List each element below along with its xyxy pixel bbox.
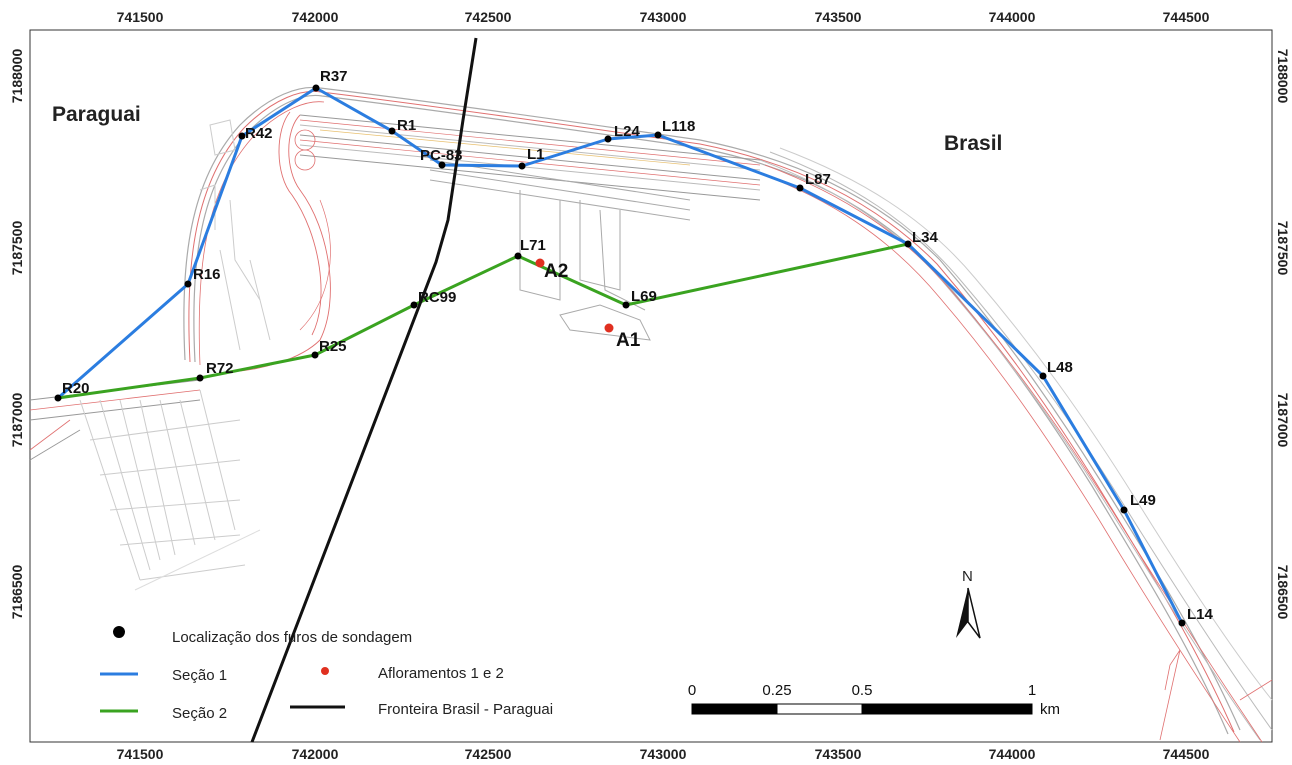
x-axis-bottom: 741500 742000 742500 743000 743500 74400… <box>117 746 1210 762</box>
point-label: R16 <box>193 266 221 283</box>
country-label-brasil: Brasil <box>944 132 1002 155</box>
point-label: R72 <box>206 360 234 377</box>
borehole-point <box>514 252 522 260</box>
borehole-point <box>622 301 630 309</box>
borehole-point <box>54 394 62 402</box>
point-label: L118 <box>662 118 695 135</box>
borehole-point <box>796 184 804 192</box>
x-tick-label: 744500 <box>1163 746 1210 762</box>
borehole-point <box>196 374 204 382</box>
legend-border-label: Fronteira Brasil - Paraguai <box>378 701 553 718</box>
scale-label: 0.5 <box>852 682 873 699</box>
outcrop-point-a2 <box>535 258 545 268</box>
scale-label: 1 <box>1028 682 1036 699</box>
y-tick-label: 7188000 <box>9 49 25 104</box>
legend-borehole-symbol <box>113 626 125 638</box>
borehole-point <box>604 135 612 143</box>
y-tick-label: 7187000 <box>9 393 25 448</box>
y-tick-label: 7187500 <box>9 221 25 276</box>
y-tick-label: 7187500 <box>1275 221 1291 276</box>
y-tick-label: 7186500 <box>1275 565 1291 620</box>
point-label: RC99 <box>418 289 456 306</box>
outcrop-point-a1 <box>604 323 614 333</box>
scale-label: 0.25 <box>762 682 791 699</box>
borehole-point <box>654 131 662 139</box>
borehole-point <box>518 162 526 170</box>
point-label: L1 <box>527 146 545 163</box>
point-label: R1 <box>397 117 416 134</box>
x-tick-label: 743000 <box>640 746 687 762</box>
borehole-point <box>1039 372 1047 380</box>
scale-unit: km <box>1040 701 1060 718</box>
north-arrow-icon <box>956 588 968 638</box>
legend: Localização dos furos de sondagem Seção … <box>100 626 553 722</box>
point-label: R37 <box>320 68 348 85</box>
x-tick-label: 741500 <box>117 9 164 25</box>
x-tick-label: 742000 <box>292 9 339 25</box>
point-label: L24 <box>614 123 641 140</box>
point-label: R25 <box>319 338 347 355</box>
borehole-point <box>388 127 396 135</box>
borehole-point <box>238 132 246 140</box>
borehole-points <box>54 84 1186 627</box>
point-label: L71 <box>520 237 546 254</box>
country-label-paraguai: Paraguai <box>52 103 141 126</box>
point-label: A2 <box>544 261 568 282</box>
north-arrow: N <box>956 568 981 639</box>
point-label: L34 <box>912 229 939 246</box>
legend-boreholes-label: Localização dos furos de sondagem <box>172 629 412 646</box>
y-axis-left: 7188000 7187500 7187000 7186500 <box>9 49 25 620</box>
borehole-point <box>438 161 446 169</box>
borehole-point <box>1178 619 1186 627</box>
x-axis-top: 741500 742000 742500 743000 743500 74400… <box>117 9 1210 25</box>
x-tick-label: 743000 <box>640 9 687 25</box>
borehole-point <box>410 301 418 309</box>
point-label: L69 <box>631 288 657 305</box>
y-tick-label: 7187000 <box>1275 393 1291 448</box>
borehole-point <box>904 240 912 248</box>
borehole-point <box>1120 506 1128 514</box>
y-tick-label: 7186500 <box>9 565 25 620</box>
x-tick-label: 744500 <box>1163 9 1210 25</box>
borehole-point <box>312 84 320 92</box>
y-axis-right: 7188000 7187500 7187000 7186500 <box>1275 49 1291 620</box>
point-label: R20 <box>62 380 90 397</box>
x-tick-label: 743500 <box>815 9 862 25</box>
point-label: A1 <box>616 330 641 351</box>
x-tick-label: 741500 <box>117 746 164 762</box>
section-1-line <box>57 86 1184 624</box>
legend-section2-label: Seção 2 <box>172 705 227 722</box>
legend-outcrops-label: Afloramentos 1 e 2 <box>378 665 504 682</box>
legend-outcrop-symbol <box>321 667 329 675</box>
north-label: N <box>962 568 973 585</box>
point-label: PC-83 <box>420 147 463 164</box>
x-tick-label: 742500 <box>465 746 512 762</box>
x-tick-label: 742500 <box>465 9 512 25</box>
point-labels: R37 R42 R1 PC-83 L1 L24 L118 L87 L34 R16… <box>62 68 1214 623</box>
y-tick-label: 7188000 <box>1275 49 1291 104</box>
x-tick-label: 744000 <box>989 9 1036 25</box>
x-tick-label: 742000 <box>292 746 339 762</box>
legend-section1-label: Seção 1 <box>172 667 227 684</box>
point-label: L87 <box>805 171 831 188</box>
x-tick-label: 744000 <box>989 746 1036 762</box>
point-label: L14 <box>1187 606 1214 623</box>
x-tick-label: 743500 <box>815 746 862 762</box>
scale-label: 0 <box>688 682 696 699</box>
scale-bar: 0 0.25 0.5 1 km <box>688 682 1060 718</box>
point-label: L49 <box>1130 492 1156 509</box>
point-label: R42 <box>245 125 273 142</box>
point-label: L48 <box>1047 359 1073 376</box>
borehole-point <box>311 351 319 359</box>
border-line <box>250 37 478 743</box>
borehole-point <box>184 280 192 288</box>
